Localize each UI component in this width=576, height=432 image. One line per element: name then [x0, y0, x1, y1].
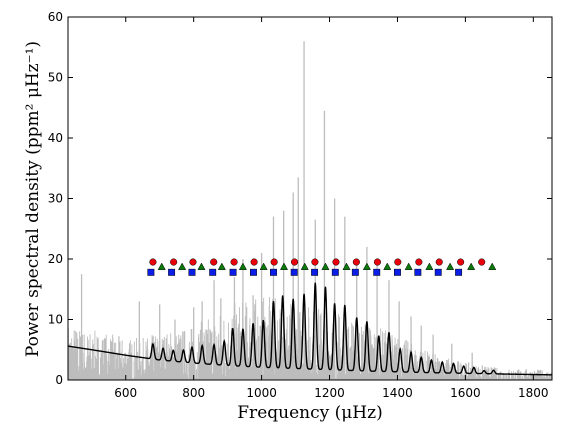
mode-marker-circle: [352, 258, 360, 266]
mode-marker-square: [209, 268, 217, 276]
mode-marker-square: [147, 268, 155, 276]
mode-markers-layer: [147, 258, 497, 276]
mode-marker-square: [290, 268, 298, 276]
mode-marker-square: [373, 268, 381, 276]
mode-marker-circle: [189, 258, 197, 266]
mode-marker-triangle: [259, 262, 268, 270]
mode-marker-triangle: [157, 262, 166, 270]
mode-marker-square: [331, 268, 339, 276]
x-tick-label: 1400: [382, 386, 413, 400]
mode-marker-square: [168, 268, 176, 276]
x-axis-title: Frequency (μHz): [237, 403, 382, 423]
mode-marker-circle: [270, 258, 278, 266]
smoothed-spectrum-layer: [67, 282, 553, 376]
smoothed-spectrum-line: [67, 282, 553, 376]
mode-marker-triangle: [488, 262, 497, 270]
y-tick-label: 60: [48, 10, 63, 24]
mode-marker-square: [394, 268, 401, 276]
mode-marker-square: [414, 268, 422, 276]
x-tick-label: 600: [114, 386, 137, 400]
raw-spectrum-layer: [67, 41, 553, 380]
mode-marker-triangle: [238, 262, 247, 270]
x-tick-label: 1800: [518, 386, 549, 400]
y-tick-label: 30: [48, 192, 63, 206]
mode-marker-triangle: [467, 262, 476, 270]
mode-marker-square: [249, 268, 257, 276]
mode-marker-circle: [373, 258, 381, 266]
mode-marker-triangle: [217, 262, 226, 270]
mode-marker-triangle: [300, 262, 309, 270]
mode-marker-circle: [435, 258, 443, 266]
mode-marker-circle: [457, 258, 465, 266]
mode-marker-triangle: [362, 262, 371, 270]
mode-marker-square: [351, 268, 359, 276]
mode-marker-triangle: [197, 262, 206, 270]
mode-marker-circle: [290, 258, 299, 266]
y-axis-title: Power spectral density (ppm² μHz⁻¹): [23, 41, 43, 357]
mode-marker-circle: [230, 258, 238, 266]
plot-frame: [67, 16, 553, 381]
mode-marker-square: [455, 268, 463, 276]
mode-marker-circle: [250, 258, 258, 266]
y-tick-label: 0: [55, 373, 63, 387]
mode-marker-triangle: [279, 262, 289, 270]
mode-marker-triangle: [321, 262, 330, 270]
mode-marker-square: [434, 268, 442, 276]
mode-marker-triangle: [342, 262, 351, 270]
y-tick-label: 10: [48, 313, 63, 327]
mode-marker-triangle: [446, 262, 455, 270]
mode-marker-circle: [332, 258, 340, 266]
x-tick-label: 1200: [314, 386, 345, 400]
mode-marker-circle: [210, 258, 218, 266]
y-tick-label: 40: [48, 131, 63, 145]
mode-marker-triangle: [178, 262, 187, 270]
mode-marker-circle: [478, 258, 486, 266]
x-tick-label: 1600: [450, 386, 481, 400]
y-tick-label: 50: [48, 71, 63, 85]
raw-spectrum-noise: [67, 296, 553, 380]
mode-marker-circle: [415, 258, 423, 266]
mode-marker-square: [188, 268, 196, 276]
mode-marker-triangle: [404, 262, 413, 270]
x-tick-label: 1000: [246, 386, 277, 400]
y-tick-label: 20: [48, 252, 63, 266]
mode-marker-triangle: [425, 262, 434, 270]
mode-marker-square: [229, 268, 237, 276]
x-tick-label: 800: [182, 386, 205, 400]
mode-marker-circle: [170, 258, 178, 266]
axis-ticks: 600 800 1000 1200 1400 1600 1800 0 10 20 30 40 50 60: [48, 10, 552, 400]
mode-marker-circle: [311, 258, 319, 266]
mode-marker-square: [311, 268, 319, 276]
mode-marker-circle: [149, 258, 157, 266]
mode-marker-square: [270, 268, 277, 276]
mode-marker-triangle: [383, 262, 392, 270]
mode-marker-circle: [394, 258, 402, 266]
